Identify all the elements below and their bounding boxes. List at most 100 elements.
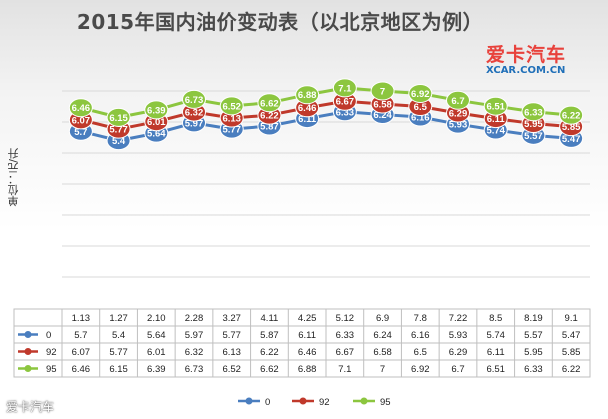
table-cell-value: 6.5 xyxy=(414,347,427,358)
table-cell-value: 6.88 xyxy=(298,364,317,375)
data-label: 6.46 xyxy=(298,103,317,114)
data-point xyxy=(370,81,395,101)
x-tick-label: 1.27 xyxy=(109,313,128,324)
data-label: 5.85 xyxy=(562,122,581,133)
x-tick-label: 4.11 xyxy=(261,313,279,324)
xcar-logo: 爱卡汽车 XCAR.COM.CN xyxy=(486,40,604,80)
table-cell-value: 5.57 xyxy=(524,330,543,341)
table-cell-value: 6.73 xyxy=(185,364,204,375)
data-label: 5.77 xyxy=(109,125,128,136)
table-cell-value: 5.74 xyxy=(486,330,505,341)
data-point xyxy=(483,96,508,116)
table-cell-value: 6.22 xyxy=(260,347,279,358)
x-tick-label: 3.27 xyxy=(222,313,241,324)
x-tick-label: 2.28 xyxy=(185,313,204,324)
data-label: 5.7 xyxy=(74,127,87,138)
legend-marker xyxy=(245,397,253,405)
table-cell-value: 6.51 xyxy=(486,364,505,375)
legend-marker xyxy=(299,397,307,405)
data-point xyxy=(521,102,546,122)
table-cell-value: 6.11 xyxy=(487,347,505,358)
table-legend-marker xyxy=(24,365,32,372)
table-cell-value: 5.85 xyxy=(562,347,581,358)
x-tick-label: 7.22 xyxy=(449,313,468,324)
data-point xyxy=(257,93,282,113)
table-series-name: 92 xyxy=(46,347,57,358)
data-point xyxy=(559,105,584,125)
table-cell-value: 6.33 xyxy=(524,364,543,375)
data-label: 6.13 xyxy=(222,113,241,124)
table-cell-value: 5.7 xyxy=(74,330,87,341)
table-cell-value: 6.92 xyxy=(411,364,430,375)
table-cell-value: 6.24 xyxy=(373,330,392,341)
data-label: 6.16 xyxy=(411,113,430,124)
data-label: 6.67 xyxy=(336,97,355,108)
data-point xyxy=(446,90,470,110)
table-cell-value: 6.01 xyxy=(147,347,166,358)
table-cell-value: 6.07 xyxy=(72,347,91,358)
x-tick-label: 9.1 xyxy=(565,313,578,324)
data-label: 6.92 xyxy=(411,89,430,100)
x-tick-label: 2.10 xyxy=(147,313,166,324)
table-series-name: 95 xyxy=(46,364,57,375)
legend-label: 0 xyxy=(265,397,270,408)
table-cell-value: 5.64 xyxy=(147,330,166,341)
table-cell-value: 5.47 xyxy=(562,330,581,341)
data-label: 5.97 xyxy=(185,118,204,129)
data-label: 6.52 xyxy=(222,101,241,112)
data-label: 6.46 xyxy=(72,103,91,114)
data-label: 6.11 xyxy=(487,114,506,125)
x-tick-label: 7.8 xyxy=(414,313,427,324)
data-label: 5.74 xyxy=(486,126,505,137)
table-cell-value: 6.46 xyxy=(298,347,317,358)
data-label: 6.51 xyxy=(486,102,505,113)
watermark: 爱卡汽车 xyxy=(6,400,55,414)
data-point xyxy=(144,100,169,120)
data-label: 6.5 xyxy=(414,102,428,113)
table-cell-value: 6.11 xyxy=(298,330,316,341)
table-legend-marker xyxy=(24,331,32,338)
table-series-name: 0 xyxy=(46,330,51,341)
data-label: 6.22 xyxy=(562,111,581,122)
table-cell-value: 6.62 xyxy=(260,364,279,375)
data-point xyxy=(295,85,320,105)
data-label: 5.93 xyxy=(449,120,468,131)
x-tick-label: 6.9 xyxy=(376,313,389,324)
data-label: 7 xyxy=(380,87,385,98)
logo-text-en: XCAR.COM.CN xyxy=(486,65,566,76)
table-cell-value: 6.46 xyxy=(72,364,91,375)
table-cell-value: 6.58 xyxy=(373,347,392,358)
table-cell-value: 7 xyxy=(380,364,385,375)
data-label: 6.58 xyxy=(373,100,392,111)
data-label: 6.7 xyxy=(451,96,464,107)
data-label: 6.22 xyxy=(260,111,279,122)
x-tick-label: 5.12 xyxy=(336,313,355,324)
data-label: 6.73 xyxy=(185,95,204,106)
data-label: 6.24 xyxy=(373,110,392,121)
table-cell-value: 6.15 xyxy=(109,364,128,375)
table-cell-value: 6.33 xyxy=(336,330,355,341)
data-point xyxy=(182,89,206,109)
chart-title: 2015年国内油价变动表（以北京地区为例） xyxy=(76,10,484,34)
data-label: 6.29 xyxy=(449,109,468,120)
data-point xyxy=(219,96,244,116)
legend-label: 92 xyxy=(319,397,330,408)
table-cell-value: 6.52 xyxy=(222,364,241,375)
table-cell-value: 6.13 xyxy=(222,347,241,358)
table-cell-value: 6.67 xyxy=(336,347,355,358)
data-label: 6.33 xyxy=(524,107,543,118)
data-label: 5.95 xyxy=(524,119,543,130)
table-cell-value: 5.77 xyxy=(109,347,128,358)
table-cell-value: 6.32 xyxy=(185,347,204,358)
data-label: 6.33 xyxy=(336,107,355,118)
data-label: 6.01 xyxy=(147,117,166,128)
table-cell-value: 5.87 xyxy=(260,330,279,341)
x-tick-label: 8.5 xyxy=(489,313,502,324)
data-label: 5.57 xyxy=(524,131,543,142)
data-label: 6.07 xyxy=(72,115,91,126)
table-cell-value: 6.7 xyxy=(451,364,464,375)
data-label: 5.64 xyxy=(147,129,166,140)
data-label: 5.87 xyxy=(260,122,279,133)
data-label: 5.4 xyxy=(112,136,126,147)
